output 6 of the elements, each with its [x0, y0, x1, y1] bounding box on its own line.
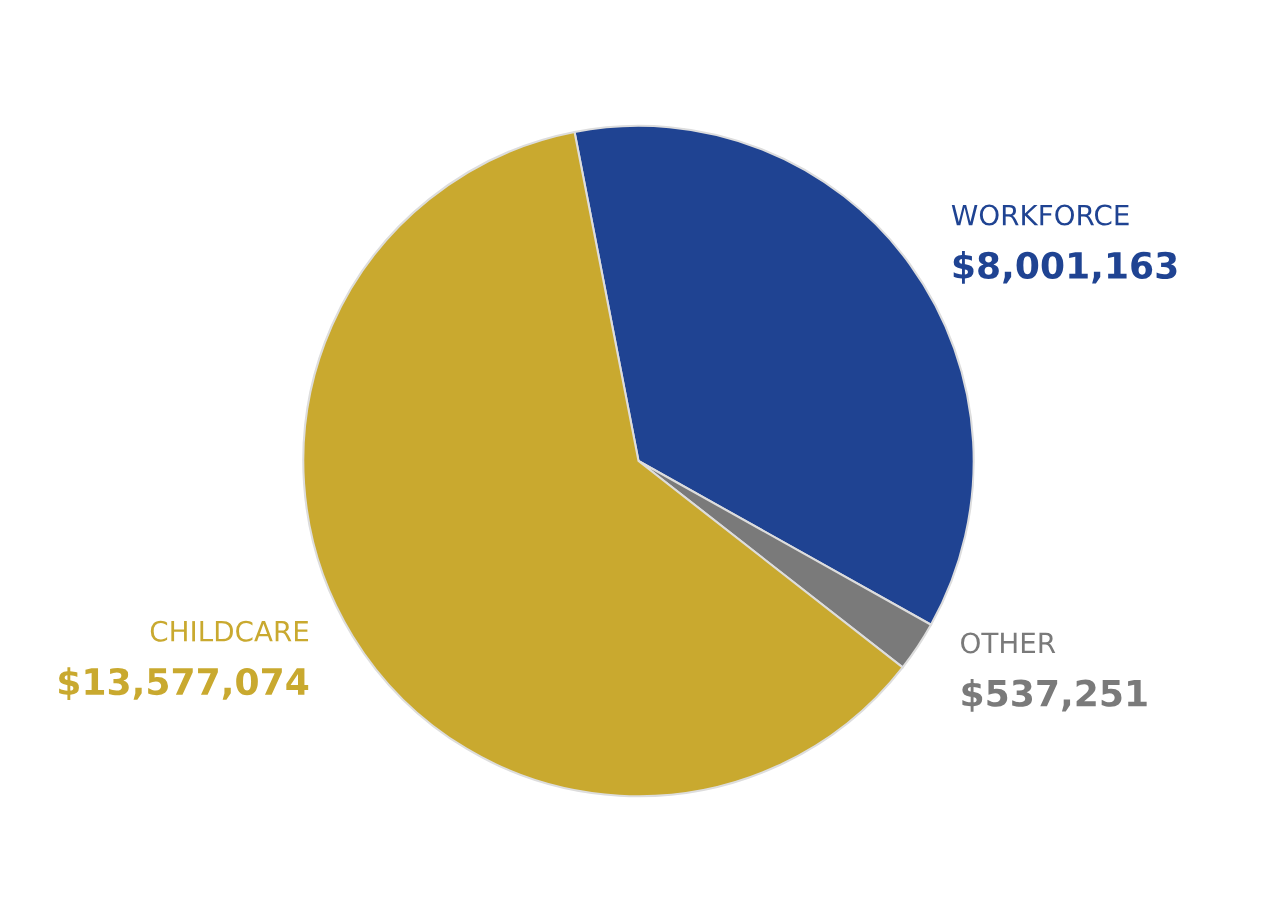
data-label: $13,577,074 — [59, 667, 309, 700]
data-label: $8,001,163 — [953, 251, 1177, 284]
data-label: $537,251 — [962, 678, 1147, 712]
slice-label: OTHER — [961, 632, 1056, 654]
slice-label: WORKFORCE — [951, 204, 1129, 226]
slice-label: CHILDCARE — [150, 620, 309, 642]
